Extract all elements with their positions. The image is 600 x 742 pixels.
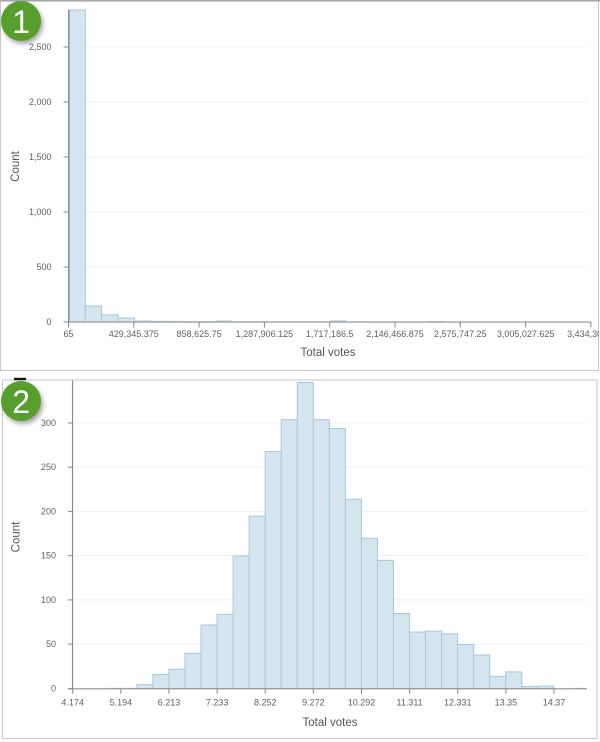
svg-text:1,717,186.5: 1,717,186.5 bbox=[306, 329, 354, 339]
svg-text:9.272: 9.272 bbox=[302, 698, 325, 708]
svg-text:200: 200 bbox=[41, 506, 56, 516]
svg-text:2,000: 2,000 bbox=[29, 97, 52, 107]
svg-text:2,500: 2,500 bbox=[29, 42, 52, 52]
svg-text:2,146,466.875: 2,146,466.875 bbox=[366, 329, 424, 339]
svg-text:250: 250 bbox=[41, 462, 56, 472]
svg-text:5.194: 5.194 bbox=[110, 698, 133, 708]
svg-text:429,345.375: 429,345.375 bbox=[109, 329, 159, 339]
svg-text:3,005,027.625: 3,005,027.625 bbox=[497, 329, 555, 339]
svg-text:300: 300 bbox=[41, 418, 56, 428]
svg-text:50: 50 bbox=[46, 639, 56, 649]
svg-text:0: 0 bbox=[46, 317, 51, 327]
svg-text:14.37: 14.37 bbox=[543, 698, 566, 708]
svg-text:1,000: 1,000 bbox=[29, 207, 52, 217]
svg-text:500: 500 bbox=[36, 262, 51, 272]
svg-text:150: 150 bbox=[41, 551, 56, 561]
svg-text:6.213: 6.213 bbox=[158, 698, 181, 708]
svg-text:2,575,747.25: 2,575,747.25 bbox=[434, 329, 487, 339]
svg-text:10.292: 10.292 bbox=[348, 698, 376, 708]
svg-text:1,287,906.125: 1,287,906.125 bbox=[236, 329, 294, 339]
svg-text:1,500: 1,500 bbox=[29, 152, 52, 162]
svg-text:7.233: 7.233 bbox=[206, 698, 229, 708]
svg-text:4.174: 4.174 bbox=[61, 698, 84, 708]
svg-text:13.35: 13.35 bbox=[495, 698, 518, 708]
svg-text:3,434,308.5: 3,434,308.5 bbox=[567, 329, 600, 339]
svg-text:12.331: 12.331 bbox=[444, 698, 472, 708]
svg-text:65: 65 bbox=[63, 329, 73, 339]
svg-text:Count: Count bbox=[11, 521, 23, 552]
svg-text:11.311: 11.311 bbox=[397, 698, 423, 708]
svg-text:8.252: 8.252 bbox=[254, 698, 277, 708]
svg-text:Total votes: Total votes bbox=[301, 347, 356, 359]
svg-text:858,625.75: 858,625.75 bbox=[177, 329, 222, 339]
svg-text:0: 0 bbox=[51, 684, 56, 694]
svg-text:100: 100 bbox=[41, 595, 56, 605]
svg-text:Count: Count bbox=[10, 150, 22, 181]
svg-text:Total votes: Total votes bbox=[303, 717, 358, 729]
